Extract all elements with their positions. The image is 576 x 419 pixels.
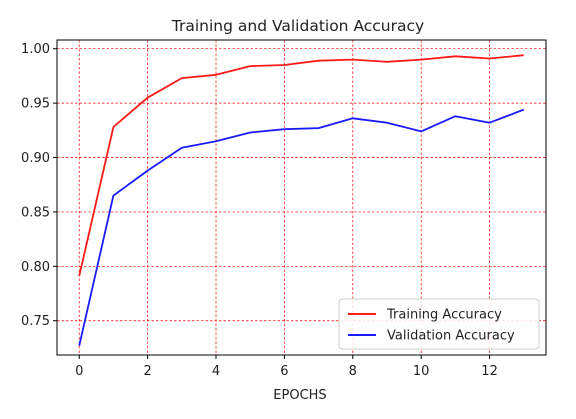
y-tick-label: 0.85 (21, 205, 50, 220)
y-tick-label: 1.00 (21, 42, 50, 57)
x-tick-label: 4 (212, 364, 220, 379)
x-tick-label: 12 (481, 364, 498, 379)
series-lines (78, 54, 525, 346)
legend-label: Training Accuracy (386, 308, 502, 323)
x-tick-label: 10 (413, 364, 430, 379)
y-tick-label: 0.95 (21, 97, 50, 112)
axis-ticks: 0 2 4 6 8 10 12 0.75 0.80 0.85 0.90 0.95 1.00 (21, 42, 498, 379)
legend-box (338, 298, 540, 350)
y-tick-label: 0.75 (21, 314, 50, 329)
series-line-training (78, 54, 524, 277)
series-line-validation (78, 108, 525, 346)
legend: Training Accuracy Validation Accuracy (338, 298, 540, 350)
x-tick-label: 0 (75, 364, 83, 379)
plot-frame (56, 39, 547, 356)
chart-title: Training and Validation Accuracy (171, 17, 424, 35)
x-axis-label: EPOCHS (273, 388, 326, 403)
x-tick-label: 2 (143, 364, 151, 379)
x-tick-label: 6 (280, 364, 288, 379)
x-tick-label: 8 (349, 364, 357, 379)
y-tick-label: 0.80 (21, 260, 50, 275)
legend-label: Validation Accuracy (387, 329, 515, 344)
y-tick-label: 0.90 (21, 151, 50, 166)
